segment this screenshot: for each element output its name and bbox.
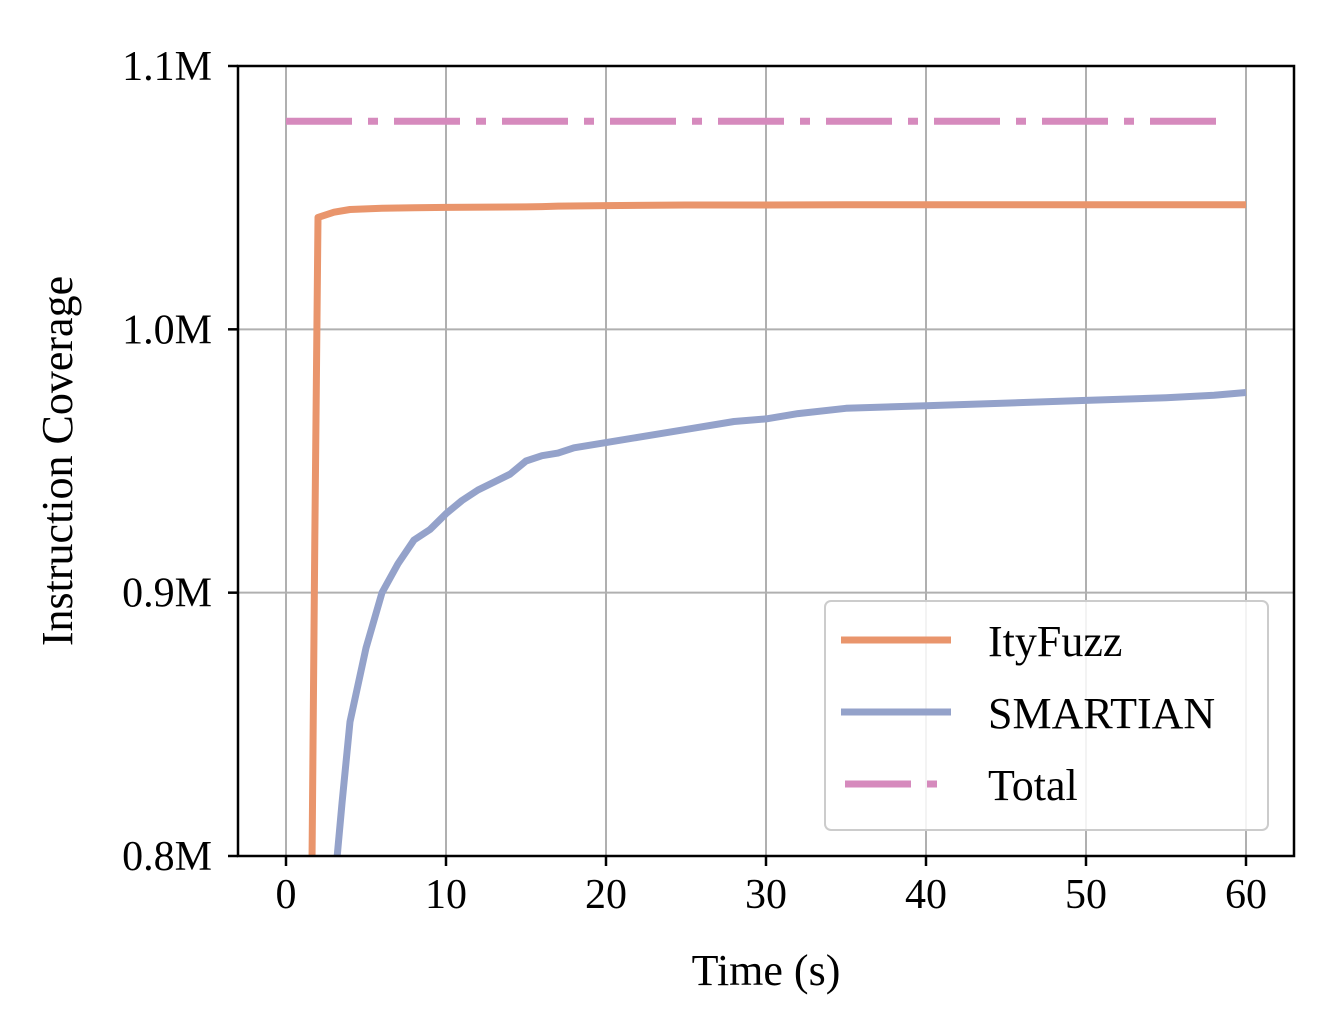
- legend-box: [824, 600, 1269, 831]
- x-tick-label: 50: [1065, 872, 1107, 918]
- x-tick-label: 10: [425, 872, 467, 918]
- axis-ticks: 0 10 20 30 40 50 60 0.8M 0.9M 1.0M 1.1M: [122, 44, 1267, 918]
- y-tick-label: 1.0M: [122, 307, 212, 353]
- legend-label: SMARTIAN: [988, 689, 1215, 738]
- x-tick-label: 20: [585, 872, 627, 918]
- y-tick-label: 0.8M: [122, 834, 212, 880]
- x-tick-label: 0: [276, 872, 297, 918]
- x-axis-title: Time (s): [692, 946, 841, 995]
- series-layer: [286, 117, 1247, 856]
- x-tick-label: 40: [905, 872, 947, 918]
- x-tick-label: 60: [1225, 872, 1267, 918]
- series-line-smartian: [333, 389, 1247, 856]
- x-tick-label: 30: [745, 872, 787, 918]
- legend-label: ItyFuzz: [988, 617, 1122, 666]
- y-axis-title: Instruction Coverage: [33, 276, 82, 646]
- legend: ItyFuzz SMARTIAN Total: [824, 600, 1269, 831]
- legend-label: Total: [988, 761, 1078, 810]
- y-tick-label: 1.1M: [122, 44, 212, 90]
- y-tick-label: 0.9M: [122, 571, 212, 617]
- series-line-ityfuzz: [308, 201, 1246, 856]
